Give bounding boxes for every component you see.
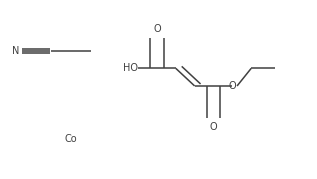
Text: Co: Co [64, 134, 77, 144]
Text: HO: HO [123, 63, 138, 73]
Text: O: O [153, 24, 161, 34]
Text: N: N [12, 46, 20, 56]
Text: O: O [229, 81, 236, 91]
Text: O: O [210, 122, 217, 132]
